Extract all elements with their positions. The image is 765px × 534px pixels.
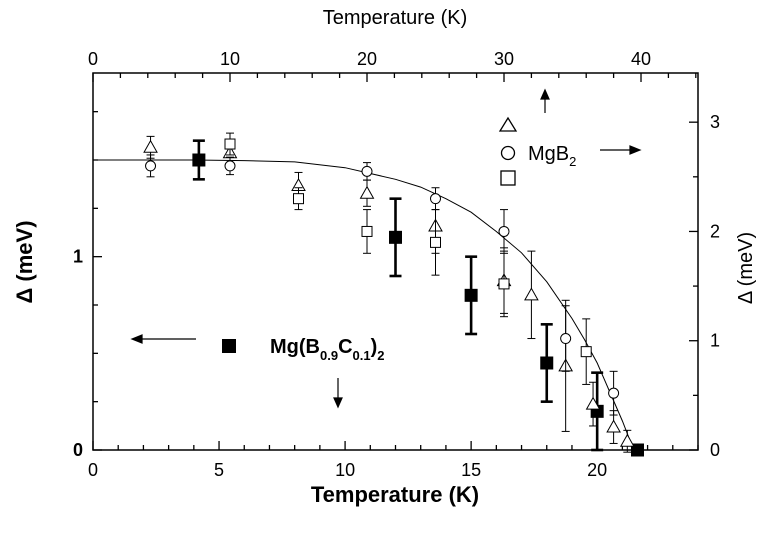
data-point-filled-square [192, 153, 206, 167]
axis-indicator-arrows [130, 88, 642, 409]
bottom-tick-label: 0 [88, 460, 98, 480]
arrow-down-head [333, 397, 343, 409]
top-tick-label: 20 [357, 49, 377, 69]
data-point-open-triangle [524, 287, 539, 301]
legend-triangle-marker [498, 116, 518, 132]
data-points-layer [143, 132, 644, 457]
right-tick-label: 3 [710, 112, 720, 132]
top-tick-label: 10 [220, 49, 240, 69]
data-point-open-square [580, 346, 592, 358]
data-point-open-circle [361, 165, 373, 177]
legend-text: C [338, 336, 352, 358]
right-tick-label: 1 [710, 331, 720, 351]
data-point-open-triangle [359, 185, 375, 199]
top-axis-title: Temperature (K) [323, 7, 468, 29]
data-point-filled-square [389, 230, 402, 244]
top-tick-label: 40 [631, 49, 651, 69]
data-point-filled-square [464, 288, 478, 302]
right-axis-title: Δ (meV) [735, 232, 757, 304]
data-point-open-circle [498, 225, 510, 237]
legend-text: Mg(B [270, 336, 320, 358]
legend-subscript: 0.9 [320, 348, 338, 363]
arrow-up-head [540, 88, 550, 100]
data-point-open-triangle [143, 139, 158, 153]
legend-subscript: 2 [377, 348, 384, 363]
data-point-open-circle [224, 160, 236, 172]
legend-square-marker [500, 170, 516, 186]
bottom-tick-label: 20 [587, 460, 607, 480]
data-point-filled-square [540, 356, 554, 370]
right-tick-label: 0 [710, 440, 720, 460]
legend-subscript: 0.1 [353, 348, 371, 363]
right-tick-label: 2 [710, 221, 720, 241]
arrow-left-head [130, 334, 143, 344]
left-axis-title: Δ (meV) [12, 220, 37, 303]
top-tick-label: 30 [494, 49, 514, 69]
bottom-tick-label: 15 [461, 460, 481, 480]
data-point-open-circle [608, 387, 620, 399]
legend-text: ) [371, 336, 378, 358]
data-point-open-circle [560, 333, 572, 345]
data-point-open-square [361, 225, 373, 237]
data-point-open-circle [145, 160, 157, 172]
data-point-open-square [224, 138, 236, 150]
legend-mgbc-label: Mg(B0.9C0.1)2 [270, 336, 385, 363]
data-point-open-square [498, 278, 510, 290]
data-point-open-triangle [619, 433, 635, 447]
left-tick-label: 1 [73, 247, 83, 267]
legend-mgb2: MgB2 [498, 116, 576, 186]
legend-circle-marker [500, 145, 516, 161]
bottom-tick-label: 5 [214, 460, 224, 480]
arrow-right-head [629, 145, 642, 155]
bcs-curve-line [93, 159, 636, 451]
left-tick-label: 0 [73, 440, 83, 460]
legend-mgb2-label: MgB2 [528, 143, 576, 169]
bottom-axis-title: Temperature (K) [311, 482, 479, 507]
axis-ticks [92, 73, 699, 451]
data-point-open-triangle [585, 396, 601, 410]
legend-filled-square-marker [222, 339, 236, 353]
data-point-open-circle [430, 193, 442, 205]
data-point-open-square [430, 236, 442, 248]
top-tick-label: 0 [88, 49, 98, 69]
data-point-open-square [293, 193, 305, 205]
legend-mgbc: Mg(B0.9C0.1)2 [222, 336, 385, 363]
bottom-tick-label: 10 [335, 460, 355, 480]
data-point-open-triangle [606, 419, 621, 433]
bcs-curve-layer [93, 159, 636, 451]
